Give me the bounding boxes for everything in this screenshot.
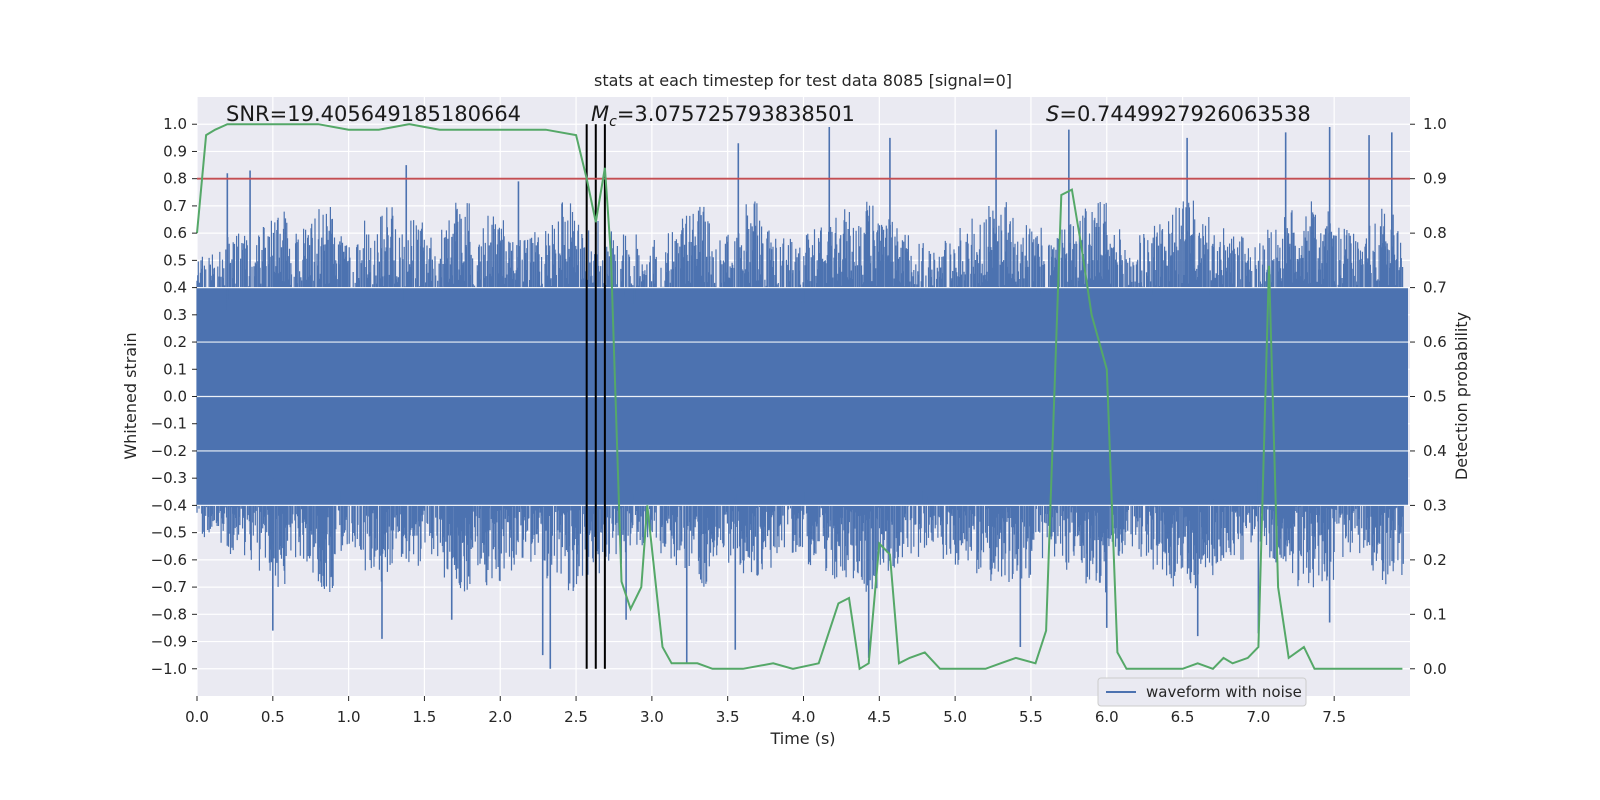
s-annotation: S=0.7449927926063538: [1046, 102, 1311, 126]
x-tick-label: 7.5: [1322, 708, 1346, 726]
y-right-tick-label: 0.7: [1423, 279, 1447, 297]
legend-box: [1097, 677, 1307, 707]
y-axis-label-left: Whitened strain: [121, 332, 140, 459]
y-right-tick-label: 0.9: [1423, 170, 1447, 188]
y-left-tick-label: 0.3: [163, 306, 187, 324]
y-left-tick-label: 0.7: [163, 197, 187, 215]
mc-value: =3.075725793838501: [617, 102, 855, 126]
y-left-tick-label: 0.0: [163, 388, 187, 406]
legend: waveform with noise: [1097, 677, 1307, 707]
x-tick-label: 0.5: [261, 708, 285, 726]
mc-symbol: M: [591, 102, 609, 126]
s-value: =0.7449927926063538: [1059, 102, 1310, 126]
x-tick-label: 2.0: [488, 708, 512, 726]
y-right-tick-label: 0.3: [1423, 496, 1447, 514]
y-right-tick-label: 0.8: [1423, 224, 1447, 242]
y-right-tick-label: 0.2: [1423, 551, 1447, 569]
snr-annotation: SNR=19.405649185180664: [226, 102, 521, 126]
x-tick-label: 3.0: [640, 708, 664, 726]
y-right-tick-label: 0.0: [1423, 660, 1447, 678]
mc-subscript: c: [609, 114, 617, 130]
detection-probability-series: [196, 123, 1403, 671]
y-left-tick-label: 0.9: [163, 142, 187, 160]
x-tick-label: 6.5: [1171, 708, 1195, 726]
y-left-tick-label: 1.0: [163, 115, 187, 133]
y-left-tick-label: −0.9: [151, 633, 187, 651]
x-tick-label: 1.5: [413, 708, 437, 726]
x-tick-label: 2.5: [564, 708, 588, 726]
y-left-tick-label: −0.1: [151, 415, 187, 433]
marker-lines: [585, 124, 606, 669]
x-tick-label: 4.5: [867, 708, 891, 726]
y-right-tick-label: 0.1: [1423, 605, 1447, 623]
y-left-tick-label: −0.4: [151, 496, 187, 514]
y-left-tick-label: −1.0: [151, 660, 187, 678]
y-left-tick-label: −0.2: [151, 442, 187, 460]
y-right-tick-label: 1.0: [1423, 115, 1447, 133]
waveform-series: [196, 126, 1410, 669]
y-left-tick-label: 0.5: [163, 251, 187, 269]
y-left-tick-label: −0.6: [151, 551, 187, 569]
mc-annotation: Mc=3.075725793838501: [591, 102, 855, 130]
y-right-tick-label: 0.5: [1423, 388, 1447, 406]
y-axis-label-right: Detection probability: [1452, 312, 1471, 480]
x-tick-label: 7.0: [1246, 708, 1270, 726]
y-left-tick-label: 0.1: [163, 360, 187, 378]
y-left-tick-label: −0.7: [151, 578, 187, 596]
left-axis-ticks: 1.0 0.9 0.8 0.7 0.6 0.5 0.4 0.3 0.2 0.1 0.0 −0.1 −0.…: [151, 115, 197, 678]
x-tick-label: 3.5: [716, 708, 740, 726]
x-tick-label: 4.0: [792, 708, 816, 726]
y-left-tick-label: −0.8: [151, 605, 187, 623]
x-tick-label: 1.0: [337, 708, 361, 726]
x-axis-label: Time (s): [769, 729, 835, 748]
y-right-tick-label: 0.6: [1423, 333, 1447, 351]
y-left-tick-label: 0.2: [163, 333, 187, 351]
y-left-tick-label: −0.5: [151, 524, 187, 542]
y-left-tick-label: 0.4: [163, 279, 187, 297]
y-left-tick-label: −0.3: [151, 469, 187, 487]
chart-title: stats at each timestep for test data 808…: [594, 71, 1012, 90]
x-tick-label: 5.0: [943, 708, 967, 726]
y-left-tick-label: 0.6: [163, 224, 187, 242]
x-tick-label: 6.0: [1095, 708, 1119, 726]
x-tick-label: 0.0: [185, 708, 209, 726]
s-symbol: S: [1046, 102, 1059, 126]
legend-label: waveform with noise: [1146, 683, 1302, 701]
y-left-tick-label: 0.8: [163, 170, 187, 188]
x-tick-label: 5.5: [1019, 708, 1043, 726]
right-axis-ticks: 0.0 0.1 0.2 0.3 0.4 0.5 0.6 0.7 0.8 0.9 1.0: [1410, 115, 1447, 678]
y-right-tick-label: 0.4: [1423, 442, 1447, 460]
probability-line: [196, 123, 1403, 671]
